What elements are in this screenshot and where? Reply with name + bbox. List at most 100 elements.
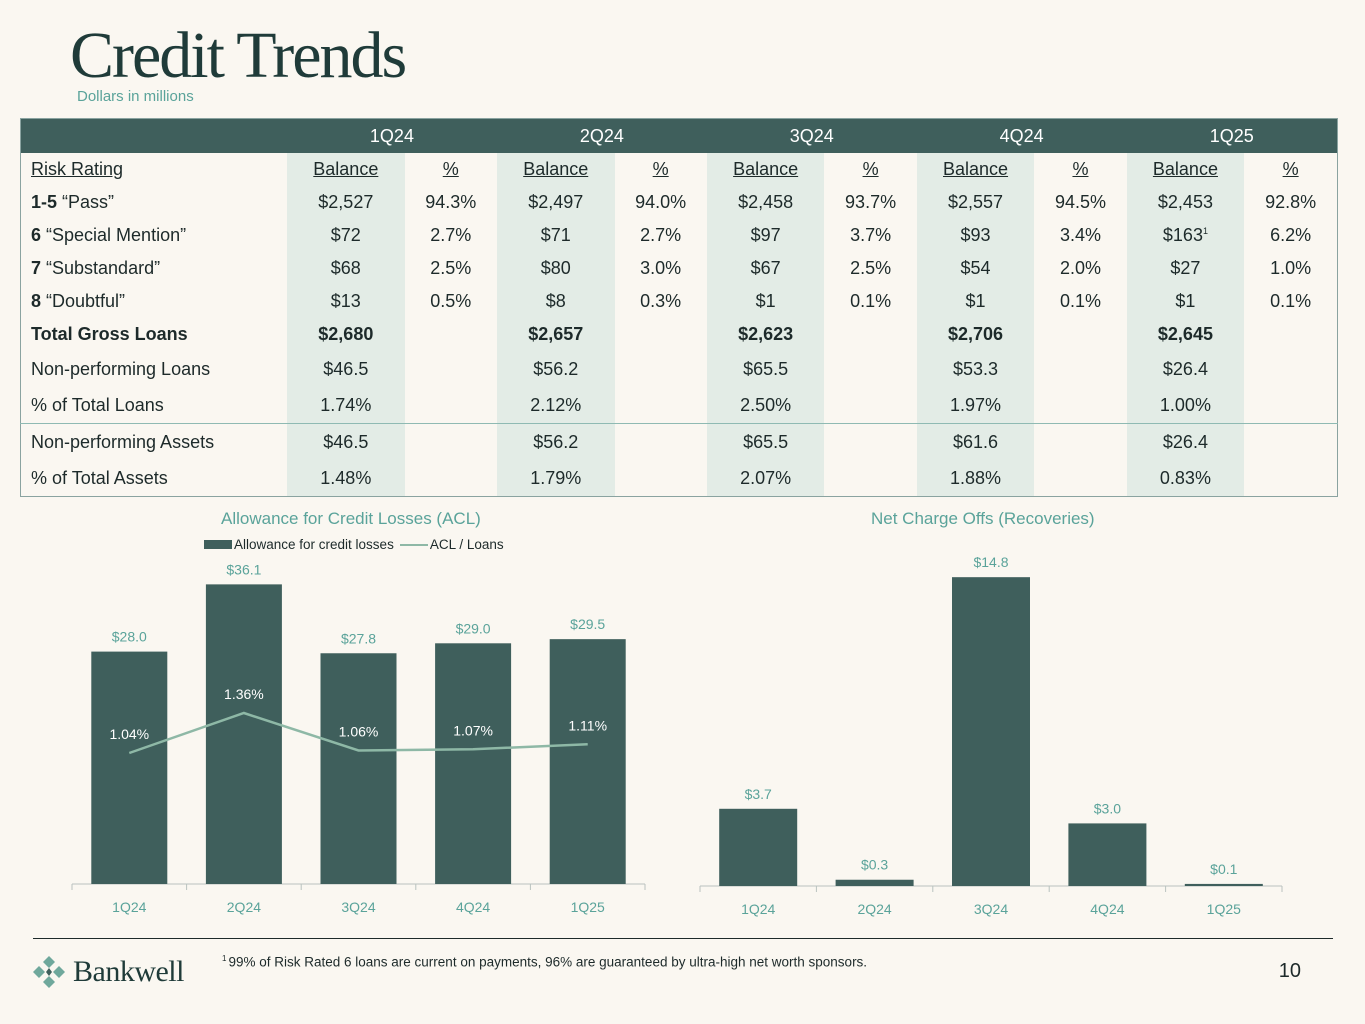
balance-cell: $68 [287,252,405,285]
balance-header-text: Balance [313,159,379,179]
value-cell: 1.88% [916,460,1035,497]
table-row-pct-total-loans: % of Total Loans 1.74% 2.12% 2.50% 1.97% 1.00… [21,387,1338,424]
nco-bar-label: $0.3 [861,857,888,873]
pct-cell: 94.0% [635,192,687,212]
legend-bar-label: Allowance for credit losses [234,537,394,552]
row-label: 7 “Substandard” [21,252,288,285]
nco-bar-label: $3.0 [1094,800,1121,816]
value-cell: $46.5 [287,351,405,387]
row-label: % of Total Assets [31,467,168,488]
acl-line-label: 1.07% [453,722,493,738]
rating-name: “Special Mention” [41,225,187,245]
acl-bar-label: $29.0 [456,620,491,636]
bankwell-logo: Bankwell [33,955,184,989]
acl-x-tick-label: 2Q24 [227,899,261,915]
footer-divider [33,938,1333,939]
pct-header-text: % [862,159,879,179]
pct-cell: 2.7% [640,225,682,245]
acl-chart: $28.0 1Q24 $36.1 2Q24 $27.8 3Q24 $29.0 4Q24 $29.… [71,561,646,915]
value-cell: $26.4 [1126,423,1245,460]
pct-header-text: % [1282,159,1299,179]
acl-bar-label: $28.0 [112,629,147,645]
balance-cell: $80 [496,252,615,285]
value-cell: 1.79% [496,460,615,497]
nco-bar [719,808,798,886]
pct-cell: 0.1% [1270,291,1312,311]
balance-cell: $93 [916,219,1035,252]
acl-bar [435,643,512,884]
nco-x-tick-label: 1Q24 [741,901,775,917]
balance-cell: $1631 [1126,219,1245,252]
rating-number: 8 [31,291,42,311]
row-label: 1-5 “Pass” [21,186,288,219]
quarter-header: 2Q24 [496,118,707,153]
empty-cell [824,318,916,351]
balance-value: $71 [540,225,571,245]
balance-header: Balance [496,153,615,186]
quarter-header: 1Q25 [1126,118,1338,153]
pct-cell: 0.1% [850,291,892,311]
row-label: 8 “Doubtful” [21,285,288,318]
quarter-header: 4Q24 [916,118,1127,153]
table-row-npl: Non-performing Loans $46.5 $56.2 $65.5 $53.3… [21,351,1338,387]
pct-cell: 94.3% [425,192,477,212]
table-row-pct-total-assets: % of Total Assets 1.48% 1.79% 2.07% 1.88% 0.8… [21,460,1338,497]
pct-cell: 2.7% [430,225,472,245]
balance-cell: $1 [1126,285,1245,318]
pct-cell: 93.7% [845,192,897,212]
pct-cell: 3.7% [850,225,892,245]
empty-cell [1034,318,1126,351]
table-row: 1-5 “Pass” $2,527 94.3% $2,497 94.0% $2,458 93… [21,186,1338,219]
legend-bar-swatch [204,540,232,549]
value-cell: $2,657 [496,318,615,351]
empty-cell [1034,423,1127,460]
empty-cell [824,387,916,424]
empty-cell [1244,460,1337,497]
value-cell: $26.4 [1126,351,1245,387]
footnote-mark: 1 [222,954,227,963]
acl-line-label: 1.06% [339,724,379,740]
empty-cell [1244,423,1338,460]
balance-cell: $72 [287,219,405,252]
pct-header-text: % [1072,159,1089,179]
pct-cell: 3.0% [640,258,682,278]
balance-value: $163 [1162,225,1203,245]
value-cell: $2,623 [706,318,825,351]
pct-cell: 0.5% [430,291,472,311]
value-cell: $65.5 [706,423,825,460]
row-label: % of Total Loans [31,394,164,415]
pct-cell: 94.5% [1054,192,1106,212]
empty-cell [405,351,497,387]
nco-x-tick-label: 1Q25 [1207,901,1241,917]
acl-bar [549,639,626,884]
balance-value: $80 [540,258,571,278]
balance-cell: $27 [1126,252,1245,285]
balance-cell: $2,557 [916,186,1035,219]
page-title: Credit Trends [70,19,407,92]
value-cell: $2,680 [287,318,405,351]
balance-value: $1 [755,291,776,311]
acl-bar [320,653,397,884]
value-cell: 2.50% [706,387,825,424]
balance-header-text: Balance [1152,159,1218,179]
empty-cell [615,318,707,351]
balance-value: $93 [960,225,991,245]
empty-cell [824,460,916,497]
balance-cell: $67 [706,252,825,285]
pct-header-text: % [442,159,459,179]
empty-cell [1034,460,1126,497]
empty-cell [824,351,916,387]
value-cell: 1.97% [916,387,1035,424]
balance-value: $2,497 [528,192,584,212]
quarter-header: 1Q24 [287,118,497,153]
rating-number: 7 [31,258,42,278]
page-subtitle: Dollars in millions [77,88,194,105]
value-cell: 2.07% [706,460,825,497]
balance-cell: $2,497 [496,186,615,219]
nco-chart-title: Net Charge Offs (Recoveries) [871,509,1095,528]
nco-x-tick-label: 4Q24 [1090,901,1124,917]
balance-value: $13 [330,291,361,311]
nco-bar [835,879,914,886]
table-row: 7 “Substandard” $68 2.5% $80 3.0% $67 2.5% $54 2… [21,252,1338,285]
balance-cell: $2,453 [1126,186,1245,219]
